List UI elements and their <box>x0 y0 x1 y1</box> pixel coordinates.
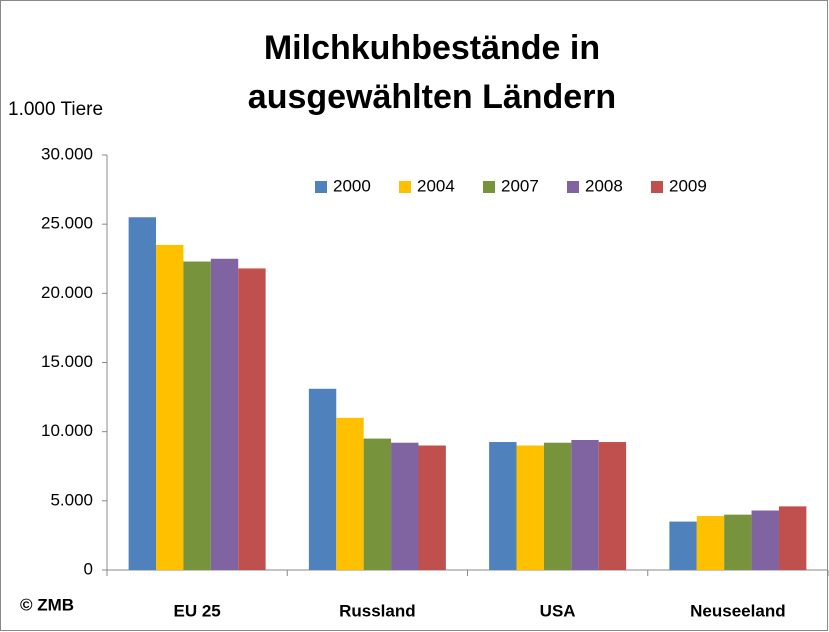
legend-label: 2009 <box>669 176 707 195</box>
bar <box>238 268 266 570</box>
bar <box>543 442 572 570</box>
y-tick-label: 25.000 <box>41 214 93 233</box>
chart-title: Milchkuhbestände in <box>264 29 600 67</box>
legend-label: 2008 <box>585 176 623 195</box>
bar <box>571 439 599 570</box>
bar <box>751 510 779 570</box>
bar <box>516 445 544 570</box>
bar <box>598 442 627 570</box>
x-tick-label: Neuseeland <box>690 601 785 620</box>
bar <box>391 442 419 570</box>
bar <box>308 388 337 570</box>
bar <box>418 445 446 570</box>
bar <box>696 516 725 570</box>
legend-swatch <box>567 181 579 193</box>
bar <box>778 506 807 570</box>
y-tick-label: 30.000 <box>41 144 93 163</box>
bar <box>336 417 364 570</box>
legend-swatch <box>315 181 327 193</box>
x-tick-label: USA <box>540 601 576 620</box>
y-tick-label: 20.000 <box>41 283 93 302</box>
bar <box>156 244 184 570</box>
legend-label: 2007 <box>501 176 539 195</box>
bar <box>128 217 157 570</box>
x-tick-label: Russland <box>339 601 416 620</box>
bar <box>489 442 517 570</box>
y-axis-label: 1.000 Tiere <box>8 99 103 120</box>
bar <box>669 521 697 570</box>
legend-swatch <box>483 181 495 193</box>
source: © ZMB <box>20 595 74 614</box>
bar <box>210 258 239 570</box>
legend-swatch <box>399 181 411 193</box>
bar <box>363 438 392 570</box>
x-tick-label: EU 25 <box>174 601 221 620</box>
y-tick-label: 15.000 <box>41 352 93 371</box>
y-tick-label: 5.000 <box>50 490 93 509</box>
bar <box>724 514 752 570</box>
legend-swatch <box>651 181 663 193</box>
chart-title: ausgewählten Ländern <box>248 78 616 116</box>
y-tick-label: 0 <box>84 559 93 578</box>
legend-label: 2004 <box>417 176 455 195</box>
bar <box>183 261 211 570</box>
y-tick-label: 10.000 <box>41 421 93 440</box>
legend-label: 2000 <box>333 176 371 195</box>
